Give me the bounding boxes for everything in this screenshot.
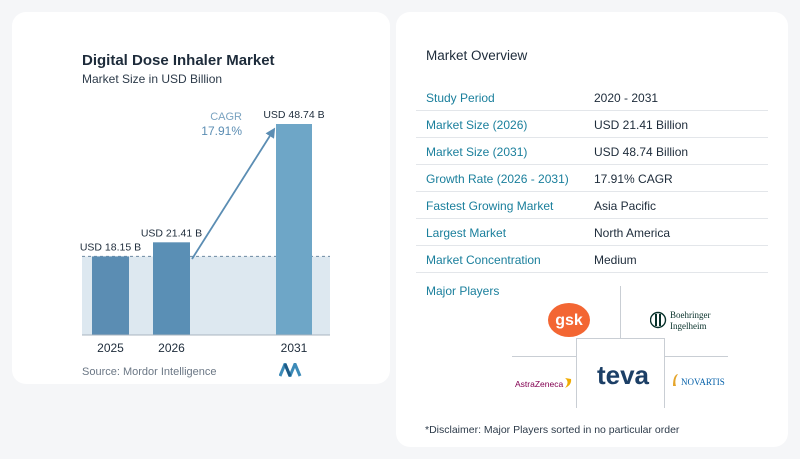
grid-divider [664,338,665,408]
teva-logo: teva [588,358,658,397]
cagr-label: CAGR [210,111,242,123]
overview-key: Largest Market [426,226,507,240]
overview-key: Study Period [426,91,495,105]
novartis-logo: NOVARTIS [670,372,730,395]
overview-row: Market Size (2031) USD 48.74 Billion [416,138,768,165]
overview-key: Market Concentration [426,253,541,267]
disclaimer: *Disclaimer: Major Players sorted in no … [425,424,680,436]
overview-value: Medium [594,253,637,267]
overview-value: USD 48.74 Billion [594,145,689,159]
grid-divider [576,338,577,408]
overview-key: Growth Rate (2026 - 2031) [426,172,569,186]
astrazeneca-logo: AstraZeneca [515,374,575,397]
boehringer-logo-text-2: Ingelheim [670,321,707,331]
bar-value-label: USD 48.74 B [263,109,324,121]
overview-key: Market Size (2031) [426,145,528,159]
grid-divider [620,286,621,338]
major-players-title: Major Players [426,284,500,298]
bar-2031 [276,124,312,335]
cagr-value: 17.91% [201,124,242,138]
overview-row: Market Size (2026) USD 21.41 Billion [416,111,768,138]
bar-2025 [92,256,129,335]
chart-subtitle: Market Size in USD Billion [82,72,223,86]
x-tick-label: 2025 [97,341,124,355]
overview-key: Market Size (2026) [426,118,528,132]
gsk-logo-text: gsk [555,312,583,329]
overview-value: USD 21.41 Billion [594,118,689,132]
bar-2026 [153,242,190,335]
source-note: Source: Mordor Intelligence [82,366,217,378]
overview-value: 17.91% CAGR [594,172,673,186]
grid-divider [664,356,728,357]
mordor-logo [278,360,303,382]
novartis-logo-text: NOVARTIS [681,377,725,387]
boehringer-logo-text-1: Boehringer [670,310,711,320]
overview-key: Fastest Growing Market [426,199,554,213]
bar-value-label: USD 18.15 B [80,241,141,253]
overview-value: 2020 - 2031 [594,91,659,105]
overview-row: Largest Market North America [416,219,768,246]
overview-row: Fastest Growing Market Asia Pacific [416,192,768,219]
overview-value: North America [594,226,671,240]
overview-row: Study Period 2020 - 2031 [416,84,768,111]
gsk-logo: gsk [546,300,592,343]
x-tick-label: 2026 [158,341,185,355]
teva-logo-text: teva [597,360,650,390]
grid-divider [512,356,576,357]
overview-row: Growth Rate (2026 - 2031) 17.91% CAGR [416,165,768,192]
overview-card [396,12,788,447]
cagr-arrow [191,127,276,260]
x-tick-label: 2031 [281,341,308,355]
chart-title: Digital Dose Inhaler Market [82,52,275,69]
astrazeneca-logo-text: AstraZeneca [515,379,563,389]
grid-divider [576,338,664,339]
overview-title: Market Overview [426,48,528,63]
overview-row: Market Concentration Medium [416,246,768,273]
bar-value-label: USD 21.41 B [141,227,202,239]
boehringer-logo: Boehringer Ingelheim [649,308,730,339]
overview-value: Asia Pacific [594,199,657,213]
